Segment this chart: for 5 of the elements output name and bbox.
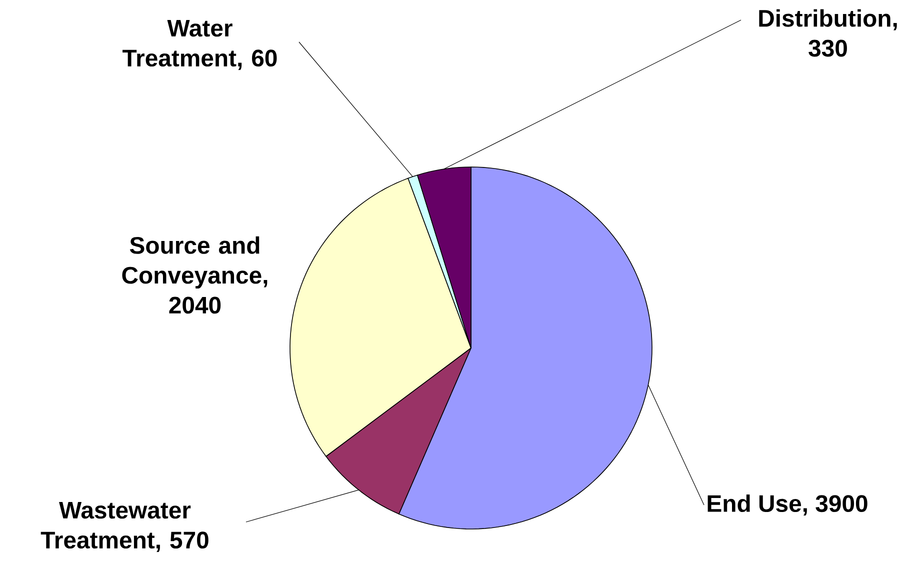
legend-label: Wastewater Treatment, 570 — [40, 502, 208, 552]
slice-label: Source and Conveyance, 2040 — [122, 236, 268, 314]
slice-label: Distribution, 330 — [759, 9, 897, 57]
slice-label: Water Treatment, 60 — [122, 20, 277, 70]
slice-label: End Use, 3900 — [708, 494, 868, 516]
